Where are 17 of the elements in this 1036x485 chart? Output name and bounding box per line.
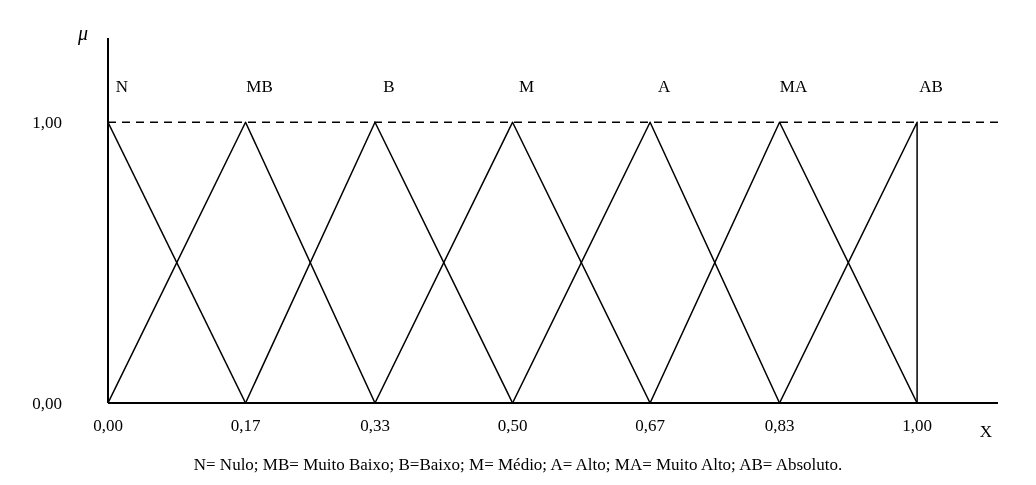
text: N= Nulo; MB= Muito Baixo; B=Baixo; M= Médio; A= Alto; MA= Muito Alto; AB= Absoluto. — [192, 455, 844, 475]
x-tick-label: 1,00 — [902, 416, 932, 436]
x-tick-label: 0,50 — [497, 416, 528, 436]
series-label: B — [383, 77, 395, 97]
series-label: MB — [246, 77, 273, 97]
series-label: A — [657, 77, 671, 97]
x-tick-label: 0,67 — [635, 416, 666, 436]
x-tick-label: 0,33 — [360, 416, 390, 436]
x-tick-label: 0,17 — [230, 416, 261, 436]
y-axis-title: μ — [77, 22, 89, 45]
series-label: M — [518, 77, 535, 97]
x-tick-label: 0,83 — [764, 416, 795, 436]
x-axis-title: X — [979, 422, 992, 441]
series-label: N — [115, 77, 129, 97]
x-tick-label: 0,00 — [93, 416, 123, 436]
series-label: AB — [919, 77, 943, 97]
series-label: MA — [779, 77, 808, 97]
